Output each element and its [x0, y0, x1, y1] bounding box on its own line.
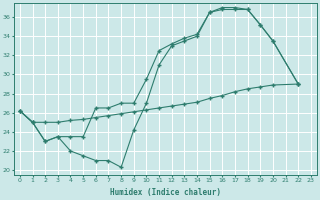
X-axis label: Humidex (Indice chaleur): Humidex (Indice chaleur): [110, 188, 221, 197]
